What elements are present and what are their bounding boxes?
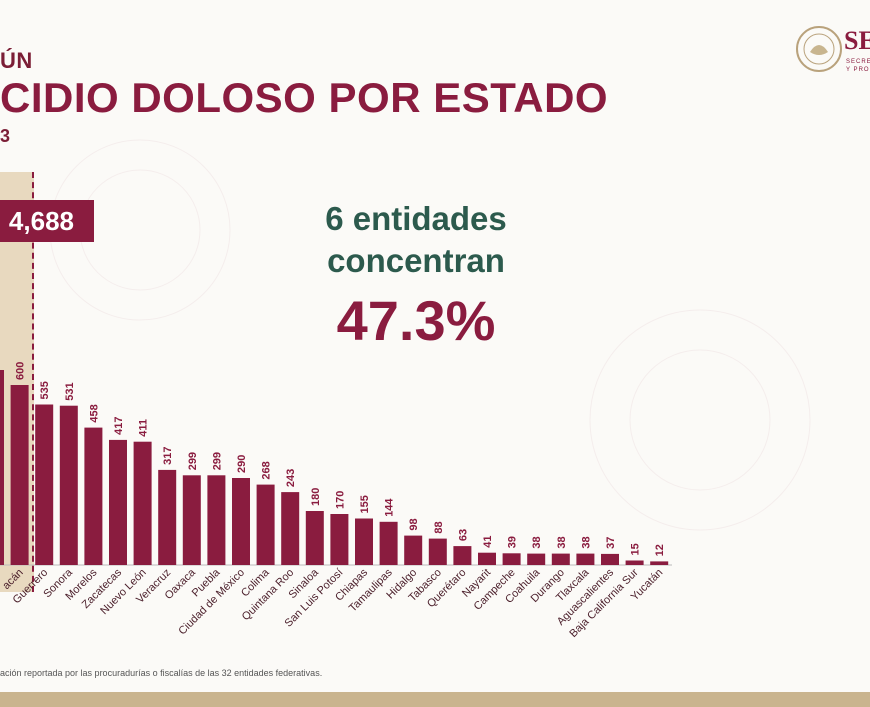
value-label-2: 535: [39, 381, 51, 399]
bar-5: [109, 439, 127, 565]
bar-20: [478, 552, 496, 565]
value-label-24: 38: [580, 536, 592, 548]
bar-3: [59, 405, 78, 565]
value-label-20: 41: [482, 535, 494, 547]
concentration-callout: 6 entidades concentran 47.3%: [286, 198, 546, 356]
bar-7: [158, 469, 177, 565]
value-label-13: 180: [310, 488, 322, 506]
bar-22: [527, 553, 546, 565]
page-subtitle: 3: [0, 126, 11, 146]
bar-6: [133, 441, 152, 565]
bar-10: [232, 478, 250, 565]
bar-8: [182, 475, 201, 565]
bar-16: [379, 521, 398, 565]
value-label-4: 458: [88, 404, 100, 422]
value-label-11: 268: [261, 461, 273, 479]
bar-4: [84, 427, 103, 565]
callout-line-1: 6 entidades: [325, 200, 507, 237]
value-label-19: 63: [457, 529, 469, 541]
bar-chart: 600acán535Guerrero531Sonora458Morelos417…: [0, 362, 672, 640]
bar-11: [256, 484, 275, 565]
footnote: ación reportada por las procuradurías o …: [0, 668, 323, 678]
bar-24: [576, 553, 595, 565]
value-label-17: 98: [408, 518, 420, 530]
callout-line-2: concentran: [327, 242, 505, 279]
value-label-25: 37: [605, 537, 617, 549]
value-label-8: 299: [187, 452, 199, 470]
bar-19: [453, 546, 472, 565]
header-kicker: ÚN: [0, 48, 33, 73]
bar-15: [355, 518, 373, 565]
value-label-14: 170: [334, 491, 346, 509]
value-label-15: 155: [359, 495, 371, 513]
bar-21: [502, 553, 521, 565]
bar-0: [0, 370, 4, 565]
page-title: CIDIO DOLOSO POR ESTADO: [0, 74, 609, 121]
value-label-9: 299: [211, 452, 223, 470]
value-label-26: 15: [630, 543, 642, 555]
value-label-7: 317: [162, 447, 174, 465]
value-label-5: 417: [113, 417, 125, 435]
value-label-6: 411: [138, 419, 150, 437]
bottom-bar: [0, 692, 870, 707]
value-label-1: 600: [15, 362, 27, 380]
bar-23: [551, 553, 570, 565]
logo-subtext: SECRE Y PRO: [846, 59, 870, 73]
callout-percent: 47.3%: [336, 289, 496, 352]
bar-12: [281, 492, 300, 565]
bottom-bar-highlight: [0, 690, 870, 692]
total-badge: 4,688: [0, 200, 94, 242]
value-label-21: 39: [507, 536, 519, 548]
bar-2: [35, 404, 54, 565]
value-label-27: 12: [654, 544, 666, 556]
bar-27: [650, 561, 669, 565]
government-logo: SE SECRE Y PRO: [792, 22, 870, 78]
bar-1: [10, 385, 29, 565]
value-label-23: 38: [556, 536, 568, 548]
seal-icon: [796, 26, 842, 72]
bar-14: [330, 514, 349, 565]
bar-25: [601, 553, 619, 565]
bar-26: [625, 560, 644, 565]
logo-wordmark: SE: [844, 26, 870, 55]
value-label-10: 290: [236, 455, 248, 473]
bar-13: [305, 511, 324, 565]
value-label-18: 88: [433, 521, 445, 533]
value-label-22: 38: [531, 536, 543, 548]
bar-9: [207, 475, 226, 565]
value-label-12: 243: [285, 469, 297, 487]
bar-17: [404, 535, 423, 565]
value-label-16: 144: [384, 498, 396, 517]
bar-18: [428, 538, 447, 565]
value-label-3: 531: [64, 382, 76, 400]
